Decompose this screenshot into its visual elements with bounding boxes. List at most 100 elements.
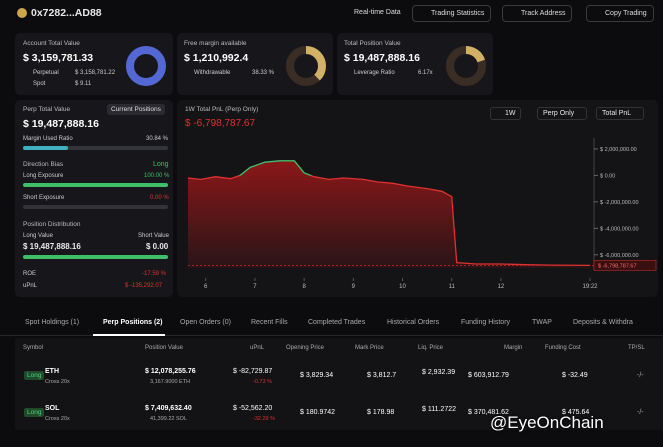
label: Long Exposure	[23, 173, 64, 179]
opening-price: $ 3,829.34	[300, 372, 334, 379]
track-button[interactable]: Track Address	[502, 5, 573, 22]
column-header: TP/SL	[628, 345, 645, 351]
current-tag	[593, 260, 657, 271]
scope-select[interactable]: Perp Only	[537, 107, 588, 120]
pnl-chart: $ 2,000,000.00 $ 0.00 $ -2,000,000.00 $ -4,…	[187, 138, 657, 290]
card-value: $ 19,487,888.16	[344, 52, 420, 64]
tab[interactable]: Spot Holdings (1)	[25, 319, 80, 326]
watermark: @EyeOnChain	[490, 413, 604, 432]
perp-panel	[15, 100, 173, 297]
position-size: 3,167.9000 ETH	[150, 379, 191, 385]
mark-price: $ 178.98	[367, 409, 395, 416]
y-tick-label: $ -6,000,000.00	[600, 253, 639, 259]
long-bar	[23, 183, 168, 187]
column-header: Mark Price	[355, 345, 384, 351]
tab[interactable]: Funding History	[461, 319, 511, 326]
tab[interactable]: TWAP	[532, 319, 552, 326]
side-pill: Long	[24, 408, 45, 417]
opening-price: $ 180.9742	[300, 409, 336, 416]
dist-bar	[23, 255, 168, 259]
upnl: $ -82,729.87	[233, 368, 273, 375]
x-tick-label: 12	[498, 284, 505, 290]
label: uPnL	[23, 283, 38, 289]
circle	[446, 46, 486, 86]
div	[23, 146, 68, 150]
positions-button[interactable]: Current Positions	[107, 104, 165, 115]
y-tick-label: $ 0.00	[600, 173, 615, 179]
x-tick-label: 7	[253, 284, 257, 290]
row-value: 6.17x	[418, 70, 433, 76]
value: 100.00 %	[144, 173, 170, 179]
address: 0x7282...AD88	[31, 7, 102, 19]
x-tick-label: 19:22	[582, 284, 598, 290]
side-pill: Long	[24, 371, 45, 380]
funding-cost: $ 475.64	[562, 409, 590, 416]
tab[interactable]: Recent Fills	[251, 319, 288, 326]
margin-bar	[23, 146, 168, 150]
margin-mode: Cross 20x	[45, 379, 70, 385]
circle	[126, 46, 166, 86]
tab-active	[93, 334, 165, 336]
liq-price: $ 2,932.39	[422, 369, 456, 376]
row-label: Perpetual	[33, 70, 59, 76]
realtime-button[interactable]: Real-time Data	[354, 9, 401, 16]
value: $ 0.00	[146, 242, 169, 251]
card-title: Account Total Value	[23, 40, 80, 47]
tab[interactable]: Open Orders (0)	[180, 319, 231, 326]
perp-title: Perp Total Value	[23, 106, 71, 113]
value: 0.00 %	[150, 195, 169, 201]
position-value: $ 7,409,632.40	[145, 405, 192, 412]
tab[interactable]: Completed Trades	[308, 319, 366, 326]
tab[interactable]: Perp Positions (2)	[103, 319, 163, 326]
funding-cost: $ -32.49	[562, 372, 588, 379]
card-value: $ 3,159,781.33	[23, 52, 94, 64]
mark-price: $ 3,812.7	[367, 372, 397, 379]
symbol: SOL	[45, 405, 60, 412]
y-tick-label: $ 2,000,000.00	[600, 147, 637, 153]
tpsl: -/-	[637, 372, 644, 379]
table-bg	[15, 338, 663, 430]
donut	[126, 46, 166, 86]
liq-price: $ 111.2722	[422, 406, 456, 413]
row-value: $ 9.11	[75, 81, 92, 87]
upnl-pct: -0.73 %	[253, 379, 272, 385]
x-tick-label: 9	[352, 284, 356, 290]
x-tick-label: 10	[399, 284, 406, 290]
current-label: $ -6,798,787.67	[598, 263, 637, 269]
column-header: Liq. Price	[418, 345, 444, 351]
copy-button[interactable]: Copy Trading	[586, 5, 654, 22]
column-header: Margin	[504, 345, 523, 351]
chart-current: $ -6,798,787.67	[185, 118, 256, 129]
label: Margin Used Ratio	[23, 136, 73, 142]
tpsl: -/-	[637, 409, 644, 416]
donut	[446, 46, 486, 86]
row-value: $ 3,158,781.22	[75, 70, 116, 76]
avatar	[17, 8, 27, 18]
tab-underline	[0, 335, 663, 336]
tab[interactable]: Historical Orders	[387, 319, 440, 326]
bias: Long	[153, 161, 169, 168]
position-value: $ 12,078,255.76	[145, 368, 196, 375]
range-select[interactable]: 1W	[490, 107, 521, 120]
margin: $ 603,912.79	[468, 372, 509, 379]
x-tick-label: 8	[302, 284, 306, 290]
row-label: Leverage Ratio	[354, 70, 395, 76]
stats-button[interactable]: Trading Statistics	[412, 5, 492, 22]
position-size: 41,399.22 SOL	[150, 416, 188, 422]
x-tick-label: 6	[204, 284, 208, 290]
label: Short Value	[138, 233, 169, 239]
value: -17.59 %	[142, 271, 167, 277]
column-header: Symbol	[23, 345, 44, 351]
upnl-pct: -32.29 %	[253, 416, 276, 422]
tab[interactable]: Deposits & Withdra	[573, 319, 633, 326]
value: $ -135,292.07	[125, 283, 163, 289]
perp-value: $ 19,487,888.16	[23, 118, 99, 130]
column-header: Opening Price	[286, 345, 325, 351]
metric-select[interactable]: Total PnL	[596, 107, 645, 120]
symbol: ETH	[45, 368, 59, 375]
column-header: Funding Cost	[545, 345, 581, 351]
column-header: Position Value	[145, 345, 183, 351]
margin: $ 370,481.62	[468, 409, 509, 416]
row-value: 38.33 %	[252, 70, 275, 76]
